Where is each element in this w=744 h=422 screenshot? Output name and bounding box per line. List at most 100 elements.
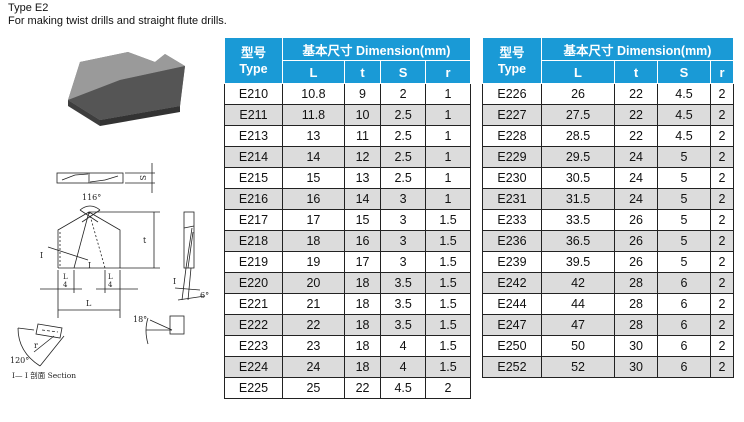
table-row: E221 21 18 3.5 1.5 xyxy=(224,293,471,315)
cell-t: 15 xyxy=(343,209,382,231)
cell-l: 29.5 xyxy=(540,146,616,168)
cell-s: 5 xyxy=(657,146,711,168)
cell-r: 1 xyxy=(425,167,471,189)
label-r: r xyxy=(34,341,38,350)
cell-r: 2 xyxy=(710,356,734,378)
cell-l: 26 xyxy=(540,83,616,105)
cell-r: 1.5 xyxy=(425,230,471,252)
label-l4-right-den: 4 xyxy=(108,281,113,289)
cell-s: 3.5 xyxy=(380,314,427,336)
cell-s: 3 xyxy=(380,251,427,273)
cell-l: 24 xyxy=(282,356,345,378)
cell-l: 14 xyxy=(282,146,345,168)
col-r: r xyxy=(425,60,471,84)
cell-t: 28 xyxy=(614,272,658,294)
cell-r: 1 xyxy=(425,104,471,126)
angle-120: 120° xyxy=(10,356,29,365)
table-row: E223 23 18 4 1.5 xyxy=(224,335,471,357)
cell-type: E229 xyxy=(482,146,542,168)
cell-r: 2 xyxy=(710,230,734,252)
cell-t: 18 xyxy=(343,356,382,378)
cell-type: E223 xyxy=(224,335,283,357)
cell-r: 1 xyxy=(425,188,471,210)
cell-l: 23 xyxy=(282,335,345,357)
cell-s: 6 xyxy=(657,272,711,294)
table-row: E226 26 22 4.5 2 xyxy=(482,83,734,105)
cell-s: 3 xyxy=(380,230,427,252)
cell-type: E210 xyxy=(224,83,283,105)
table-row: E233 33.5 26 5 2 xyxy=(482,209,734,231)
table-row: E236 36.5 26 5 2 xyxy=(482,230,734,252)
cell-s: 2 xyxy=(380,83,427,105)
table-row: E213 13 11 2.5 1 xyxy=(224,125,471,147)
cell-s: 2.5 xyxy=(380,104,427,126)
table-row: E220 20 18 3.5 1.5 xyxy=(224,272,471,294)
cell-r: 2 xyxy=(710,209,734,231)
dimension-table-right: 型号 Type 基本尺寸 Dimension(mm) L t S r E226 2… xyxy=(482,38,734,378)
cell-type: E236 xyxy=(482,230,542,252)
dimension-header: 基本尺寸 Dimension(mm) xyxy=(541,38,734,61)
table-row: E225 25 22 4.5 2 xyxy=(224,377,471,399)
cell-l: 27.5 xyxy=(540,104,616,126)
cell-l: 25 xyxy=(282,377,345,399)
cell-l: 28.5 xyxy=(540,125,616,147)
cell-type: E231 xyxy=(482,188,542,210)
cell-type: E224 xyxy=(224,356,283,378)
label-l4-right-num: L xyxy=(108,273,113,281)
dimension-header: 基本尺寸 Dimension(mm) xyxy=(282,38,471,61)
header-text: Type E2 For making twist drills and stra… xyxy=(8,2,227,28)
cell-s: 3.5 xyxy=(380,272,427,294)
cell-t: 24 xyxy=(614,167,658,189)
cell-type: E216 xyxy=(224,188,283,210)
col-s: S xyxy=(380,60,427,84)
type-title: Type E2 xyxy=(8,2,49,14)
cell-r: 1.5 xyxy=(425,314,471,336)
angle-6: 6° xyxy=(200,291,209,300)
cell-t: 18 xyxy=(343,272,382,294)
cell-type: E221 xyxy=(224,293,283,315)
cell-s: 6 xyxy=(657,356,711,378)
cell-type: E227 xyxy=(482,104,542,126)
cell-s: 5 xyxy=(657,230,711,252)
cell-l: 52 xyxy=(540,356,616,378)
col-t: t xyxy=(614,60,658,84)
table-row: E217 17 15 3 1.5 xyxy=(224,209,471,231)
table-row: E250 50 30 6 2 xyxy=(482,335,734,357)
cell-t: 12 xyxy=(343,146,382,168)
cell-s: 5 xyxy=(657,209,711,231)
type-header-en: Type xyxy=(497,61,527,76)
cell-r: 2 xyxy=(425,377,471,399)
cell-type: E214 xyxy=(224,146,283,168)
cell-s: 6 xyxy=(657,293,711,315)
cell-l: 22 xyxy=(282,314,345,336)
col-l: L xyxy=(282,60,345,84)
cell-l: 19 xyxy=(282,251,345,273)
col-t: t xyxy=(343,60,382,84)
cell-t: 24 xyxy=(614,146,658,168)
table-row: E218 18 16 3 1.5 xyxy=(224,230,471,252)
label-i-right: I xyxy=(88,261,91,270)
cell-r: 1.5 xyxy=(425,356,471,378)
cell-s: 4.5 xyxy=(657,125,711,147)
cell-s: 3 xyxy=(380,209,427,231)
cell-s: 2.5 xyxy=(380,125,427,147)
cell-t: 16 xyxy=(343,230,382,252)
table-row: E239 39.5 26 5 2 xyxy=(482,251,734,273)
cell-type: E222 xyxy=(224,314,283,336)
product-image xyxy=(68,52,185,126)
type-header: 型号 Type xyxy=(482,38,542,84)
cell-r: 1.5 xyxy=(425,209,471,231)
table-row: E211 11.8 10 2.5 1 xyxy=(224,104,471,126)
cell-r: 1.5 xyxy=(425,293,471,315)
cell-s: 2.5 xyxy=(380,167,427,189)
cell-s: 4.5 xyxy=(657,104,711,126)
cell-s: 6 xyxy=(657,335,711,357)
cell-l: 18 xyxy=(282,230,345,252)
cell-l: 10.8 xyxy=(282,83,345,105)
cell-l: 39.5 xyxy=(540,251,616,273)
cell-type: E215 xyxy=(224,167,283,189)
cell-l: 36.5 xyxy=(540,230,616,252)
cell-t: 28 xyxy=(614,314,658,336)
label-i-side: I xyxy=(173,277,176,286)
cell-t: 26 xyxy=(614,251,658,273)
